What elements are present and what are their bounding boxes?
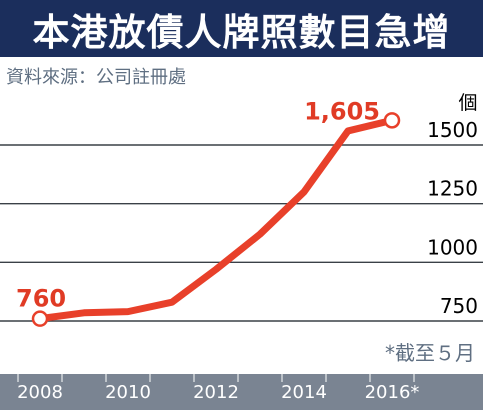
data-label: 1,605 — [304, 97, 380, 125]
data-point — [383, 112, 401, 129]
source-note: 資料來源：公司註冊處 — [6, 67, 186, 88]
x-axis-band — [0, 374, 483, 410]
y-tick-label: 1000 — [427, 235, 478, 259]
y-axis-ticks: 750 1000 1250 1500 — [427, 118, 478, 318]
date-note: *截至５月 — [385, 341, 475, 365]
data-label: 760 — [16, 285, 66, 313]
chart-title: 本港放債人牌照數目急增 — [32, 10, 451, 54]
y-tick-label: 1250 — [427, 177, 478, 201]
data-point — [31, 310, 49, 327]
point-layer — [31, 112, 401, 327]
x-tick-label: 2016* — [365, 382, 420, 403]
y-axis-label: 個 — [458, 92, 477, 114]
x-tick-label: 2008 — [17, 382, 63, 403]
series-layer — [36, 116, 396, 323]
y-tick-label: 750 — [440, 294, 478, 318]
series-line — [36, 116, 396, 323]
grid-lines — [0, 144, 483, 322]
x-tick-label: 2014 — [281, 382, 327, 403]
x-tick-label: 2012 — [193, 382, 239, 403]
x-axis-ticks: 2008 2010 2012 2014 2016* — [17, 374, 419, 403]
x-tick-label: 2010 — [105, 382, 151, 403]
data-labels: 760 1,605 — [16, 97, 380, 312]
y-tick-label: 1500 — [427, 118, 478, 142]
title-bar: 本港放債人牌照數目急增 — [0, 0, 483, 57]
